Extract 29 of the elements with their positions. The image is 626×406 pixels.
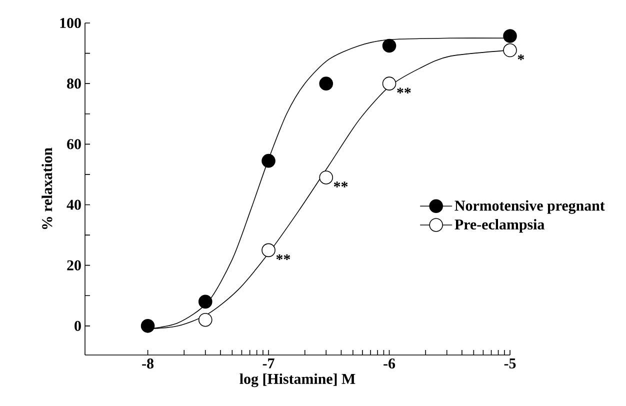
x-axis-title: log [Histamine] M xyxy=(240,373,356,388)
x-tick-label: -5 xyxy=(504,358,516,368)
annotation: ** xyxy=(334,182,348,188)
point xyxy=(382,38,396,53)
y-tick-label: 60 xyxy=(67,139,81,150)
annotation: ** xyxy=(397,88,411,94)
point xyxy=(262,154,276,168)
y-tick-label: 80 xyxy=(67,78,81,89)
y-axis-title: % relaxation xyxy=(42,148,52,230)
x-tick-label: -7 xyxy=(262,358,274,368)
x-tick-label: -6 xyxy=(384,358,396,369)
annotation: * xyxy=(518,54,524,60)
x-tick-label: -8 xyxy=(142,358,154,369)
y-tick-label: 0 xyxy=(74,320,81,331)
point xyxy=(503,29,517,43)
point xyxy=(319,76,334,90)
legend-label: Pre-eclampsia xyxy=(454,219,544,233)
point xyxy=(140,319,155,333)
point xyxy=(382,76,396,90)
annotation: ** xyxy=(276,254,290,260)
y-tick-label: 40 xyxy=(66,200,81,210)
y-tick-label: 100 xyxy=(60,18,81,28)
legend-label: Normotensive pregnant xyxy=(454,200,605,214)
point xyxy=(503,43,517,58)
point xyxy=(262,243,276,258)
point xyxy=(198,312,212,327)
point xyxy=(319,170,334,184)
point xyxy=(198,294,212,309)
y-tick-label: 20 xyxy=(67,260,81,270)
